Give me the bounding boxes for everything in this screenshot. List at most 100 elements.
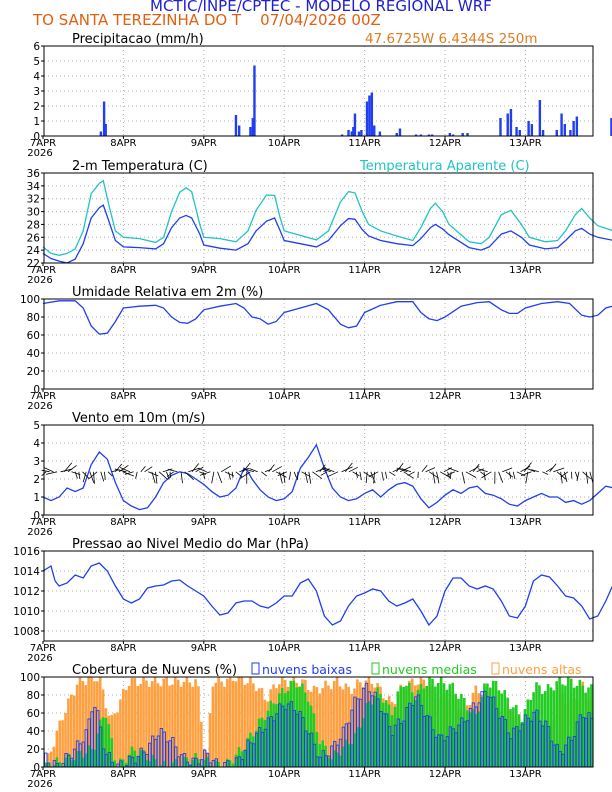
x-year-label: 2026: [27, 148, 52, 159]
wind-arrow: [381, 471, 384, 481]
cloud-bar-1: [462, 697, 466, 767]
wind-arrow: [272, 466, 282, 473]
wind-arrow: [45, 471, 58, 475]
cloud-bar-1: [379, 693, 382, 767]
wind-arrow: [399, 466, 411, 473]
precip-bar: [451, 134, 455, 136]
cloud-bar-0: [237, 677, 241, 767]
precip-bar: [563, 124, 566, 136]
cloud-bar-0: [148, 686, 151, 767]
y-tick-label: 24: [27, 245, 41, 257]
cloud-bar-1: [434, 686, 437, 767]
cloud-bar-1: [445, 689, 449, 767]
wind-arrow: [293, 471, 297, 478]
wind-arrow: [151, 471, 156, 484]
precip-bar: [99, 131, 103, 136]
wind-arrow: [155, 471, 158, 484]
cloud-bar-0: [330, 689, 333, 767]
wind-arrow: [576, 471, 580, 482]
cloud-bar-1: [486, 683, 489, 767]
cloud-bar-1: [552, 690, 556, 767]
cloud-bar-1: [384, 700, 388, 767]
cloud-bar-1: [84, 753, 88, 767]
cloud-bar-0: [153, 677, 157, 767]
cloud-bar-1: [44, 762, 47, 767]
cloud-bar-1: [364, 702, 368, 767]
cloud-bar-1: [295, 687, 298, 767]
cloud-bar-0: [188, 682, 192, 767]
cloud-bar-0: [350, 693, 353, 767]
cloud-bar-1: [90, 749, 93, 767]
cloud-bar-1: [283, 693, 287, 767]
wind-arrow: [392, 467, 402, 473]
cloud-bar-1: [93, 749, 96, 767]
wind-arrow: [401, 468, 412, 473]
cloud-bar-1: [335, 752, 339, 767]
y-tick-label: 32: [27, 194, 40, 206]
legend-swatch: [371, 662, 380, 675]
panel-clouds: 0 20 40 60 80 100 7APR 8APR 9APR 10APR 11APR 12APR 1…: [20, 662, 594, 790]
cloud-bar-1: [396, 691, 400, 767]
panel-frame: [43, 550, 594, 642]
wind-arrow: [60, 468, 73, 473]
cloud-bar-1: [107, 724, 111, 767]
x-tick-label: 8APR: [110, 265, 136, 276]
cloud-bar-1: [477, 711, 481, 767]
cloud-bar-0: [55, 730, 59, 767]
cloud-bar-1: [376, 687, 379, 767]
cloud-bar-0: [223, 686, 226, 767]
cloud-bar-1: [263, 720, 267, 767]
wind-arrow: [523, 462, 532, 473]
cloud-bar-0: [211, 686, 215, 767]
wind-arrow: [520, 465, 531, 473]
cloud-bar-1: [301, 683, 304, 767]
precip-bar: [237, 125, 241, 136]
cloud-bar-1: [408, 682, 411, 767]
cloud-bar-0: [93, 681, 96, 767]
x-tick-label: 9APR: [191, 643, 217, 654]
cloud-bar-1: [564, 685, 567, 767]
x-tick-label: 8APR: [110, 517, 136, 528]
cloud-bar-1: [98, 719, 102, 767]
wind-arrow: [122, 471, 134, 477]
cloud-bar-0: [156, 683, 160, 767]
cloud-bar-0: [159, 686, 163, 767]
cloud-bar-0: [252, 683, 255, 767]
cloud-bar-0: [327, 685, 330, 767]
panel-frame: [43, 424, 594, 516]
series-line-0: [42, 179, 612, 256]
wind-arrow: [421, 464, 428, 473]
cloud-bar-1: [315, 732, 319, 767]
precip-bar: [509, 109, 513, 136]
wind-arrow: [191, 463, 200, 473]
cloud-bar-0: [122, 688, 125, 767]
wind-arrow: [560, 471, 569, 478]
wind-arrow: [396, 467, 408, 473]
cloud-bar-1: [124, 763, 128, 767]
cloud-bar-1: [483, 683, 486, 767]
wind-arrow: [144, 466, 153, 473]
cloud-bar-1: [75, 750, 79, 767]
precip-bar: [373, 125, 376, 136]
cloud-bar-1: [52, 764, 56, 767]
cloud-bar-0: [208, 713, 212, 767]
cloud-bar-0: [49, 751, 53, 767]
x-tick-label: 7APR: [30, 391, 56, 402]
panel-pressure: 1008 1010 1012 1014 1016 7APR 8APR 9APR 10APR 11A…: [13, 537, 612, 664]
cloud-bar-0: [150, 681, 154, 767]
wind-arrow: [432, 471, 436, 484]
wind-arrow: [323, 467, 335, 473]
wind-arrow: [277, 471, 288, 477]
cloud-bar-0: [70, 694, 73, 767]
cloud-bar-1: [590, 684, 593, 767]
cloud-bar-1: [130, 746, 134, 767]
cloud-bar-1: [266, 710, 270, 767]
wind-arrow: [166, 471, 170, 480]
precip-bar: [368, 95, 371, 136]
series-line-0: [42, 300, 612, 335]
wind-arrow: [461, 471, 466, 484]
y-tick-label: 80: [27, 312, 40, 324]
header-title: MCTIC/INPE/CPTEC - MODELO REGIONAL WRF: [150, 0, 492, 15]
precip-bar: [515, 127, 518, 136]
cloud-bar-1: [272, 703, 275, 767]
